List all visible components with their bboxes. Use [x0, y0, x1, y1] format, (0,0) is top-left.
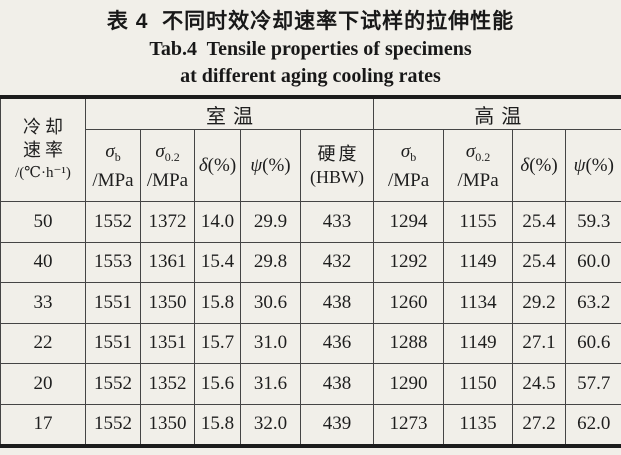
value-cell: 1290 [373, 363, 445, 405]
subheader-psi-room: ψ(%) [240, 129, 301, 202]
tensile-properties-table: 冷却 速率 /(℃·h⁻¹) 室温 高温 σb /MPa σ0.2 /MPa δ… [0, 95, 621, 448]
cooling-rate-label-line1: 冷却 [23, 116, 67, 137]
value-cell: 1552 [85, 201, 141, 243]
value-cell: 1292 [373, 241, 445, 283]
value-cell: 1350 [140, 403, 195, 447]
value-cell: 32.0 [240, 403, 301, 447]
value-cell: 1361 [140, 241, 195, 283]
cooling-rate-cell: 50 [0, 201, 86, 243]
value-cell: 438 [299, 363, 375, 405]
subheader-hardness: 硬度 (HBW) [299, 129, 375, 202]
value-cell: 1288 [373, 322, 445, 364]
value-cell: 15.8 [194, 282, 241, 324]
value-cell: 27.2 [512, 403, 567, 447]
value-cell: 62.0 [565, 403, 621, 447]
subheader-sigma-b-room: σb /MPa [85, 129, 141, 202]
value-cell: 31.0 [240, 322, 301, 364]
group-header-high-temperature: 高温 [373, 96, 621, 130]
table-title-en-line2: at different aging cooling rates [180, 65, 441, 87]
cooling-rate-cell: 40 [0, 241, 86, 283]
value-cell: 439 [299, 403, 375, 447]
table-title-zh: 表 4 不同时效冷却速率下试样的拉伸性能 [106, 10, 515, 33]
cooling-rate-cell: 20 [0, 363, 86, 405]
header-cooling-rate: 冷却 速率 /(℃·h⁻¹) [0, 96, 86, 202]
value-cell: 1551 [85, 282, 141, 324]
value-cell: 15.6 [194, 363, 241, 405]
value-cell: 25.4 [512, 241, 567, 283]
value-cell: 30.6 [240, 282, 301, 324]
value-cell: 24.5 [512, 363, 567, 405]
value-cell: 27.1 [512, 322, 567, 364]
subheader-sigma-02-room: σ0.2 /MPa [140, 129, 195, 202]
subheader-delta-room: δ(%) [194, 129, 241, 202]
value-cell: 57.7 [565, 363, 621, 405]
value-cell: 1552 [85, 363, 141, 405]
cooling-rate-unit: /(℃·h⁻¹) [15, 164, 71, 181]
table-row: 50 1552 1372 14.0 29.9 433 1294 1155 25.4 59.3 [0, 201, 621, 243]
value-cell: 29.8 [240, 241, 301, 283]
value-cell: 1351 [140, 322, 195, 364]
table-row: 40 1553 1361 15.4 29.8 432 1292 1149 25.4 60.0 [0, 241, 621, 283]
value-cell: 29.2 [512, 282, 567, 324]
value-cell: 1149 [443, 241, 514, 283]
value-cell: 432 [299, 241, 375, 283]
cooling-rate-cell: 22 [0, 322, 86, 364]
subheader-delta-high: δ(%) [512, 129, 567, 202]
value-cell: 1552 [85, 403, 141, 447]
value-cell: 15.4 [194, 241, 241, 283]
value-cell: 31.6 [240, 363, 301, 405]
value-cell: 14.0 [194, 201, 241, 243]
value-cell: 25.4 [512, 201, 567, 243]
value-cell: 1150 [443, 363, 514, 405]
table-caption: 表 4 不同时效冷却速率下试样的拉伸性能 Tab.4 Tensile prope… [0, 0, 621, 90]
value-cell: 63.2 [565, 282, 621, 324]
value-cell: 15.7 [194, 322, 241, 364]
cooling-rate-label-line2: 速率 [23, 139, 67, 160]
subheader-sigma-b-high: σb /MPa [373, 129, 445, 202]
table-row: 22 1551 1351 15.7 31.0 436 1288 1149 27.1 60.6 [0, 322, 621, 364]
cooling-rate-cell: 17 [0, 403, 86, 447]
value-cell: 436 [299, 322, 375, 364]
table-title-en-line1: Tab.4 Tensile properties of specimens [149, 38, 472, 60]
value-cell: 29.9 [240, 201, 301, 243]
value-cell: 60.6 [565, 322, 621, 364]
value-cell: 1260 [373, 282, 445, 324]
value-cell: 433 [299, 201, 375, 243]
value-cell: 1149 [443, 322, 514, 364]
group-header-room-temperature: 室温 [84, 96, 375, 130]
value-cell: 1135 [443, 403, 514, 447]
value-cell: 1352 [140, 363, 195, 405]
subheader-sigma-02-high: σ0.2 /MPa [443, 129, 514, 202]
value-cell: 1551 [85, 322, 141, 364]
value-cell: 1155 [443, 201, 514, 243]
value-cell: 15.8 [194, 403, 241, 447]
subheader-row: σb /MPa σ0.2 /MPa δ(%) ψ(%) 硬度 (HBW) σb … [1, 129, 621, 202]
value-cell: 1134 [443, 282, 514, 324]
table-row: 20 1552 1352 15.6 31.6 438 1290 1150 24.5 57.7 [0, 363, 621, 405]
value-cell: 59.3 [565, 201, 621, 243]
group-header-row: 冷却 速率 /(℃·h⁻¹) 室温 高温 [0, 96, 621, 202]
value-cell: 1273 [373, 403, 445, 447]
table-row: 33 1551 1350 15.8 30.6 438 1260 1134 29.2 63.2 [0, 282, 621, 324]
value-cell: 60.0 [565, 241, 621, 283]
subheader-psi-high: ψ(%) [565, 129, 621, 202]
value-cell: 1372 [140, 201, 195, 243]
value-cell: 1294 [373, 201, 445, 243]
value-cell: 1350 [140, 282, 195, 324]
value-cell: 1553 [85, 241, 141, 283]
cooling-rate-cell: 33 [0, 282, 86, 324]
table-row: 17 1552 1350 15.8 32.0 439 1273 1135 27.2 62.0 [0, 403, 621, 447]
value-cell: 438 [299, 282, 375, 324]
